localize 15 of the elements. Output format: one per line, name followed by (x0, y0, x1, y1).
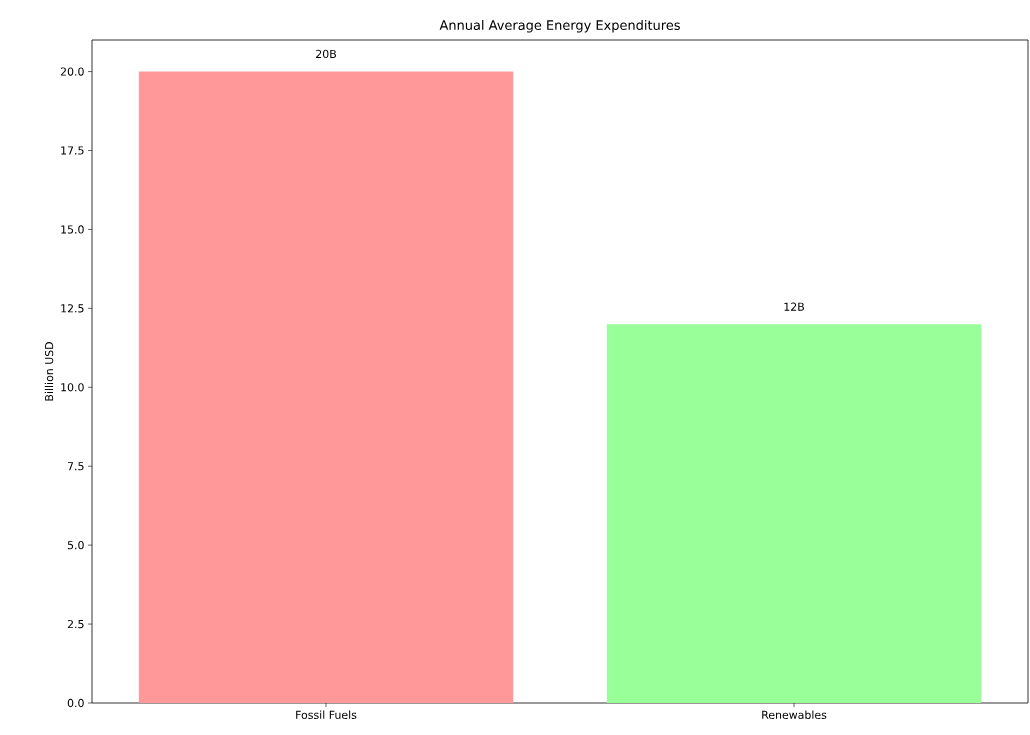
y-tick-label: 2.5 (67, 619, 84, 629)
y-tick-label: 17.5 (61, 146, 84, 155)
x-tick-label: Renewables (762, 710, 827, 720)
y-tick-label: 20.0 (60, 67, 84, 76)
data-label: 12B (784, 302, 804, 311)
y-axis-title: Billion USD (44, 342, 54, 401)
y-tick-label: 5.0 (67, 541, 84, 550)
y-tick-label: 15.0 (61, 225, 84, 234)
y-tick-label: 7.5 (67, 462, 84, 471)
data-label: 20B (316, 49, 336, 59)
y-tick-label: 0.0 (67, 698, 84, 708)
x-tick-label: Fossil Fuels (296, 710, 357, 720)
y-tick-label: 10.0 (61, 383, 84, 392)
y-tick-label: 12.5 (61, 304, 84, 313)
chart-title: Annual Average Energy Expenditures (439, 19, 680, 33)
